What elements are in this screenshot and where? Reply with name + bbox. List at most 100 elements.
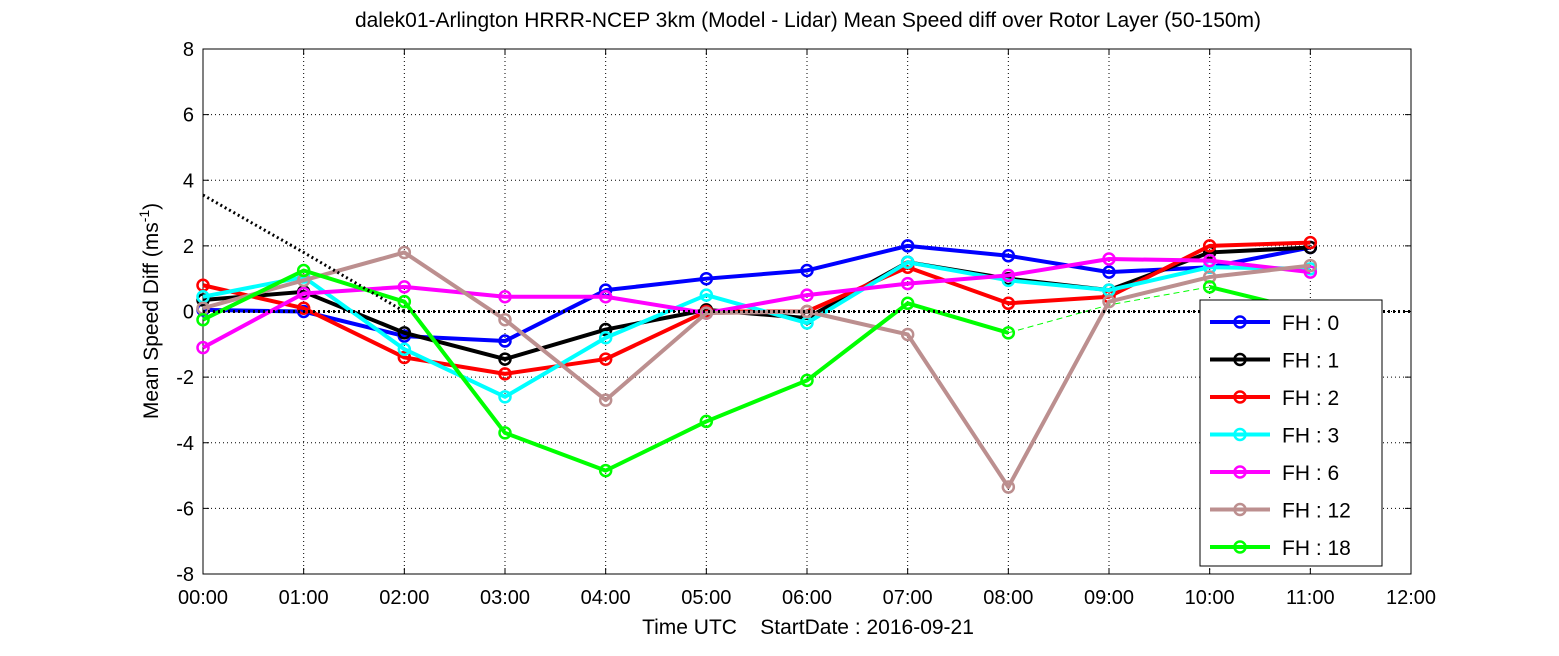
x-axis-label: Time UTC StartDate : 2016-09-21 [642, 616, 974, 639]
dotted-reference-line [202, 193, 406, 313]
data-point [800, 288, 814, 302]
y-axis-label-sup: -1 [136, 210, 152, 223]
legend-marker [1233, 465, 1247, 479]
legend-label: FH : 2 [1282, 387, 1339, 410]
x-tick-label: 12:00 [1386, 587, 1436, 609]
data-point [1303, 240, 1318, 255]
data-point [296, 286, 311, 301]
data-point [1303, 258, 1318, 273]
y-axis-label: Mean Speed Diff (ms-1) [136, 203, 163, 419]
data-point [1102, 294, 1116, 309]
data-point [397, 280, 412, 294]
legend-marker [1233, 427, 1247, 442]
x-tick-label: 00:00 [178, 587, 228, 609]
data-point [598, 393, 613, 407]
chart-title: dalek01-Arlington HRRR-NCEP 3km (Model -… [355, 9, 1261, 32]
data-point [1202, 280, 1217, 294]
y-tick-label: 0 [183, 302, 194, 324]
data-point [397, 294, 412, 309]
legend-marker [1233, 390, 1247, 404]
data-point [498, 426, 512, 440]
data-point [598, 463, 613, 478]
data-point [1303, 235, 1318, 250]
legend-item: FH : 12 [1210, 500, 1351, 523]
y-axis-label-end: ) [140, 203, 163, 210]
x-tick-label: 04:00 [581, 587, 631, 609]
data-point [699, 271, 714, 286]
y-tick-label: -2 [176, 367, 194, 389]
data-point [800, 263, 814, 278]
legend-item: FH : 6 [1210, 462, 1339, 485]
data-point [397, 350, 412, 365]
legend: FH : 0 FH : 1 FH : 2 FH : 3 FH : 6 FH : 12 FH … [1199, 299, 1383, 567]
data-point [598, 352, 613, 366]
x-tick-label: 03:00 [480, 587, 530, 609]
x-tick-label: 01:00 [279, 587, 329, 609]
data-point [397, 342, 412, 356]
y-axis-label-main: Mean Speed Diff (ms [140, 222, 163, 419]
y-tick-label: -8 [176, 564, 194, 586]
x-tick-label: 05:00 [681, 587, 731, 609]
y-tick-label: -6 [176, 498, 194, 520]
data-point [699, 414, 714, 429]
legend-item: FH : 3 [1210, 425, 1339, 448]
data-point [196, 312, 210, 327]
data-point [1001, 248, 1016, 263]
legend-label: FH : 1 [1282, 350, 1339, 373]
x-tick-label: 08:00 [983, 587, 1033, 609]
legend-item: FH : 18 [1210, 537, 1351, 560]
legend-item: FH : 0 [1210, 312, 1339, 335]
series-lines [196, 193, 1411, 494]
y-tick-label: 2 [183, 236, 194, 258]
series-line [202, 260, 1311, 399]
y-tick-label: 8 [183, 39, 194, 61]
data-point [498, 367, 512, 381]
data-point [598, 322, 613, 337]
x-tick-label: 11:00 [1286, 587, 1335, 609]
legend-label: FH : 3 [1282, 425, 1339, 448]
data-point [1102, 265, 1116, 279]
data-point [498, 352, 512, 366]
legend-label: FH : 0 [1282, 312, 1339, 335]
data-point [1001, 268, 1016, 283]
data-point [598, 289, 613, 304]
legend-marker [1233, 352, 1247, 367]
data-point [196, 340, 210, 355]
data-point [1001, 326, 1016, 340]
y-tick-label: -4 [176, 433, 194, 455]
series-line [202, 257, 1311, 350]
data-point [699, 306, 714, 320]
data-point [397, 245, 412, 260]
x-axis: 00:00 01:00 02:00 03:00 04:00 05:00 06:00 07:00… [178, 49, 1436, 609]
legend-marker [1233, 502, 1247, 517]
legend-item: FH : 2 [1210, 387, 1339, 410]
data-point [296, 263, 311, 278]
y-tick-label: 4 [183, 170, 194, 192]
legend-label: FH : 6 [1282, 462, 1339, 485]
legend-marker [1233, 540, 1247, 554]
x-tick-label: 09:00 [1084, 587, 1134, 609]
data-point [296, 301, 311, 315]
data-point [900, 296, 915, 311]
series-line [202, 243, 1311, 344]
data-point [699, 288, 714, 302]
legend-marker [1233, 315, 1247, 329]
data-point [800, 373, 814, 388]
data-point [900, 255, 915, 270]
data-point [1202, 239, 1217, 253]
data-point [1001, 480, 1016, 494]
data-point [498, 289, 512, 304]
x-tick-label: 10:00 [1185, 587, 1235, 609]
data-point [598, 331, 613, 345]
series-line [202, 250, 1311, 490]
data-point [1001, 296, 1016, 311]
data-point [397, 326, 412, 340]
series-6 [196, 263, 1318, 478]
legend-label: FH : 12 [1282, 500, 1351, 523]
data-point [498, 390, 512, 404]
x-tick-label: 07:00 [883, 587, 933, 609]
x-tick-label: 06:00 [782, 587, 832, 609]
series-5 [196, 245, 1318, 494]
y-axis: -8 -6 -4 -2 0 2 4 6 8 [176, 39, 1411, 586]
